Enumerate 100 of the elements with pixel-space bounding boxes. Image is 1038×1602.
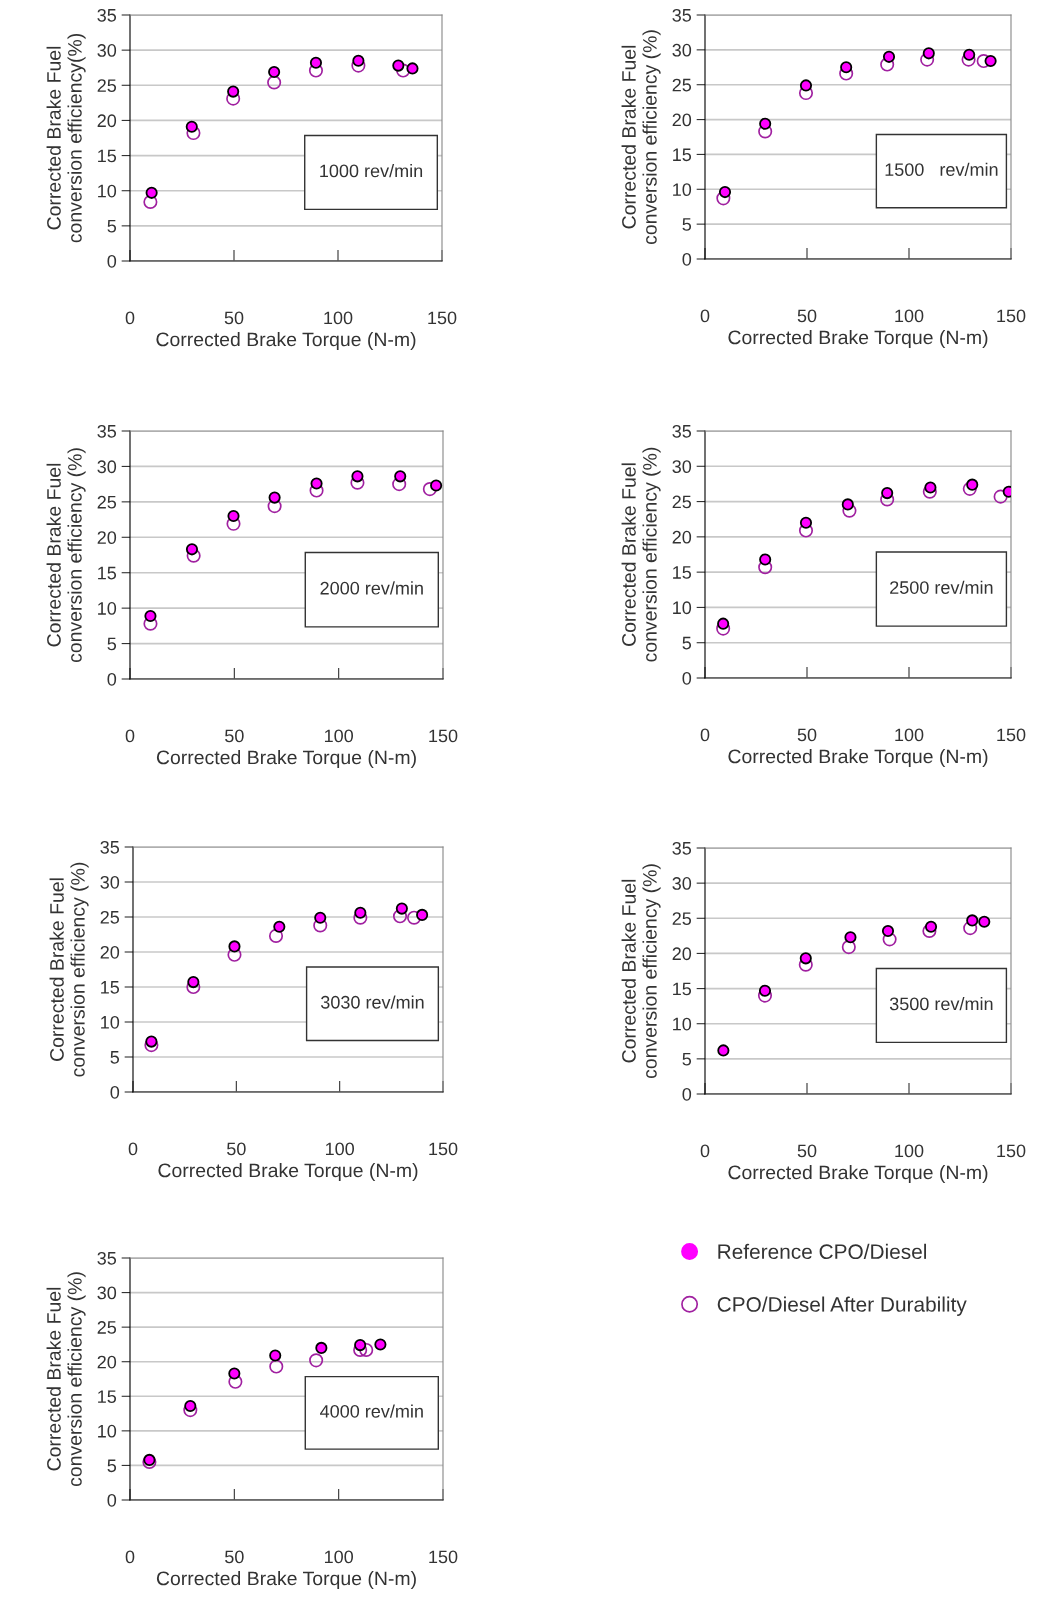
x-tick-label: 50 <box>225 1550 244 1564</box>
y-axis-title: Corrected Brake Fuel conversion efficiency (%) <box>49 862 89 1077</box>
annotation: 2000 rev/min <box>320 581 423 595</box>
y-tick-label: 0 <box>107 672 117 686</box>
y-tick-label: 15 <box>98 566 117 580</box>
y-tick-label: 35 <box>97 1251 117 1265</box>
y-tick-label: 35 <box>97 8 117 22</box>
y-tick-label: 30 <box>97 1286 117 1300</box>
y-axis-title: Corrected Brake Fuel conversion efficiency (%) <box>46 448 86 663</box>
y-tick-label: 35 <box>97 424 117 438</box>
y-tick-label: 0 <box>682 252 692 266</box>
y-tick-label: 0 <box>107 254 117 268</box>
x-tick-label: 50 <box>797 1144 817 1158</box>
x-tick-label: 0 <box>125 311 135 325</box>
x-tick-label: 0 <box>700 1144 710 1158</box>
y-tick-label: 30 <box>672 43 692 57</box>
y-tick-label: 5 <box>107 637 117 651</box>
x-tick-label: 100 <box>324 1550 354 1564</box>
x-axis-title: Corrected Brake Torque (N-m) <box>728 1165 988 1184</box>
x-tick-label: 100 <box>895 309 924 323</box>
y-tick-label: 15 <box>98 1390 117 1404</box>
x-tick-label: 50 <box>224 311 244 325</box>
x-tick-label: 150 <box>429 1550 458 1564</box>
y-tick-label: 25 <box>100 910 120 924</box>
y-tick-label: 0 <box>682 1087 692 1101</box>
x-axis-title: Corrected Brake Torque (N-m) <box>156 750 416 769</box>
x-tick-label: 50 <box>227 1142 246 1156</box>
y-tick-label: 30 <box>97 44 117 57</box>
y-tick-label: 25 <box>97 1321 117 1334</box>
x-tick-label: 0 <box>128 1142 138 1156</box>
y-tick-label: 35 <box>672 424 692 438</box>
y-tick-label: 10 <box>98 1424 117 1438</box>
y-tick-label: 20 <box>97 531 117 545</box>
y-tick-label: 15 <box>98 149 117 163</box>
y-tick-label: 20 <box>672 530 692 544</box>
y-tick-label: 10 <box>673 183 692 197</box>
x-tick-label: 100 <box>324 311 353 325</box>
x-tick-label: 0 <box>125 1550 135 1564</box>
annotation: 1000 rev/min <box>320 164 423 178</box>
y-tick-label: 30 <box>97 460 117 474</box>
y-tick-label: 0 <box>682 671 692 685</box>
x-tick-label: 50 <box>797 728 817 742</box>
y-tick-label: 10 <box>98 602 117 615</box>
y-tick-label: 0 <box>110 1085 120 1099</box>
x-tick-label: 150 <box>997 728 1026 742</box>
y-tick-label: 25 <box>97 495 117 509</box>
y-tick-label: 15 <box>673 982 692 996</box>
x-axis-title: Corrected Brake Torque (N-m) <box>156 332 416 351</box>
y-tick-label: 30 <box>100 875 120 889</box>
y-tick-label: 5 <box>107 219 117 233</box>
y-tick-label: 15 <box>101 981 120 994</box>
y-tick-label: 20 <box>672 113 692 127</box>
y-tick-label: 30 <box>672 460 692 474</box>
y-tick-label: 10 <box>673 1017 692 1031</box>
y-tick-label: 5 <box>107 1459 117 1473</box>
y-tick-label: 20 <box>97 1355 117 1369</box>
y-tick-label: 20 <box>100 945 120 959</box>
y-tick-label: 35 <box>100 840 120 854</box>
annotation: 2500 rev/min <box>890 580 993 594</box>
x-tick-label: 100 <box>895 728 924 742</box>
y-tick-label: 20 <box>672 947 692 961</box>
y-axis-title: Corrected Brake Fuel conversion efficiency (%) <box>621 30 661 245</box>
x-tick-label: 150 <box>997 309 1026 323</box>
annotation: 3030 rev/min <box>320 995 424 1009</box>
y-tick-label: 10 <box>101 1015 120 1029</box>
x-tick-label: 150 <box>429 1142 458 1156</box>
y-tick-label: 5 <box>682 218 692 231</box>
annotation: 4000 rev/min <box>320 1404 423 1418</box>
y-tick-label: 10 <box>673 601 692 615</box>
y-axis-title: Corrected Brake Fuel conversion efficiency(%) <box>46 34 86 243</box>
y-tick-label: 20 <box>97 114 117 128</box>
y-tick-label: 0 <box>107 1493 117 1507</box>
y-tick-label: 35 <box>672 841 692 855</box>
x-axis-title: Corrected Brake Torque (N-m) <box>158 1163 418 1182</box>
y-tick-label: 5 <box>682 1052 692 1066</box>
legend-label: Reference CPO/Diesel <box>718 1243 927 1260</box>
y-tick-label: 25 <box>97 79 117 93</box>
x-tick-label: 0 <box>700 309 710 323</box>
annotation: 3500 rev/min <box>889 997 993 1011</box>
y-tick-label: 5 <box>110 1051 120 1064</box>
y-axis-title: Corrected Brake Fuel conversion efficiency (%) <box>621 447 661 662</box>
y-tick-label: 15 <box>673 566 692 579</box>
legend-label: CPO/Diesel After Durability <box>717 1296 967 1316</box>
x-tick-label: 0 <box>700 728 710 742</box>
y-tick-label: 5 <box>682 636 692 650</box>
y-tick-label: 15 <box>673 148 692 162</box>
y-tick-label: 35 <box>672 8 692 22</box>
y-tick-label: 10 <box>98 184 117 198</box>
x-axis-title: Corrected Brake Torque (N-m) <box>728 330 988 349</box>
x-axis-title: Corrected Brake Torque (N-m) <box>156 1571 416 1590</box>
x-tick-label: 100 <box>324 729 354 743</box>
annotation: 1500 rev/min <box>885 162 998 177</box>
x-tick-label: 150 <box>997 1144 1026 1158</box>
y-tick-label: 30 <box>672 877 692 890</box>
y-axis-title: Corrected Brake Fuel conversion efficiency (%) <box>46 1272 86 1487</box>
x-tick-label: 50 <box>225 729 244 743</box>
x-tick-label: 0 <box>125 729 135 743</box>
x-tick-label: 50 <box>797 309 817 323</box>
x-axis-title: Corrected Brake Torque (N-m) <box>728 749 988 768</box>
x-tick-label: 100 <box>895 1144 924 1158</box>
